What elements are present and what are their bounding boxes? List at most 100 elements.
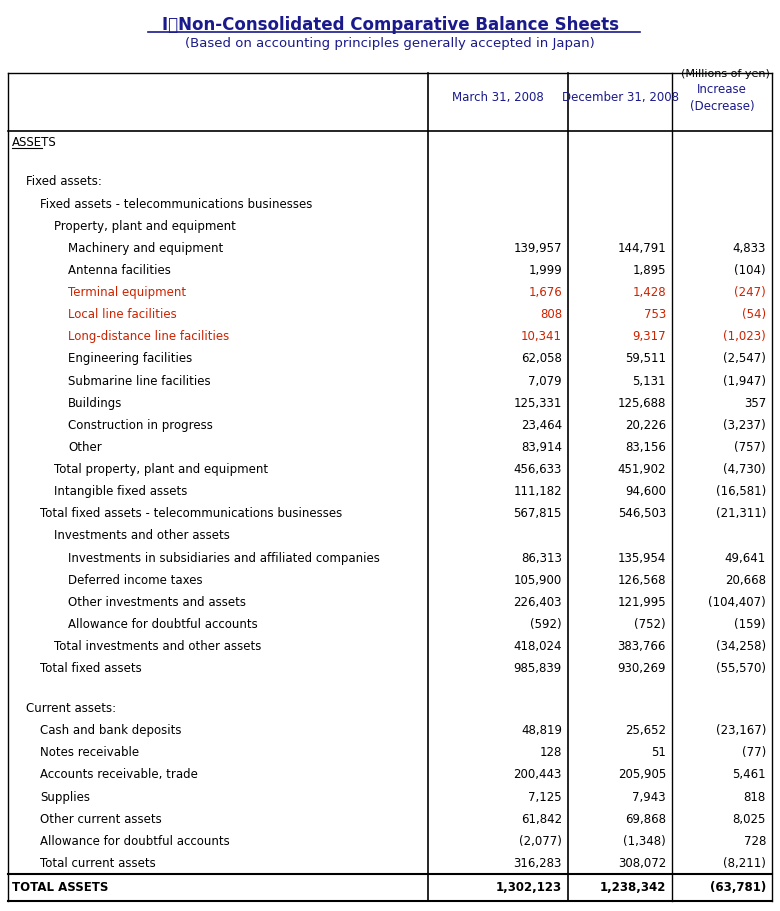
Text: (757): (757) — [735, 441, 766, 454]
Text: 49,641: 49,641 — [725, 551, 766, 565]
Text: Accounts receivable, trade: Accounts receivable, trade — [40, 768, 198, 782]
Text: 308,072: 308,072 — [618, 857, 666, 870]
Text: March 31, 2008: March 31, 2008 — [452, 91, 544, 105]
Text: Intangible fixed assets: Intangible fixed assets — [54, 486, 187, 498]
Text: (77): (77) — [742, 746, 766, 759]
Text: 316,283: 316,283 — [513, 857, 562, 870]
Text: Antenna facilities: Antenna facilities — [68, 264, 171, 277]
Text: Investments in subsidiaries and affiliated companies: Investments in subsidiaries and affiliat… — [68, 551, 380, 565]
Text: Allowance for doubtful accounts: Allowance for doubtful accounts — [68, 618, 257, 631]
Text: 48,819: 48,819 — [521, 724, 562, 737]
Text: Terminal equipment: Terminal equipment — [68, 286, 186, 299]
Text: (16,581): (16,581) — [716, 486, 766, 498]
Text: 61,842: 61,842 — [521, 813, 562, 825]
Text: (104,407): (104,407) — [708, 596, 766, 609]
Text: Submarine line facilities: Submarine line facilities — [68, 374, 211, 387]
Text: Other investments and assets: Other investments and assets — [68, 596, 246, 609]
Text: 94,600: 94,600 — [625, 486, 666, 498]
Text: Total investments and other assets: Total investments and other assets — [54, 640, 261, 653]
Text: 69,868: 69,868 — [625, 813, 666, 825]
Text: 1,428: 1,428 — [633, 286, 666, 299]
Text: 126,568: 126,568 — [618, 574, 666, 587]
Text: (1,348): (1,348) — [623, 834, 666, 848]
Text: (21,311): (21,311) — [715, 507, 766, 520]
Text: 226,403: 226,403 — [513, 596, 562, 609]
Text: 62,058: 62,058 — [521, 353, 562, 365]
Text: Fixed assets:: Fixed assets: — [26, 176, 102, 189]
Text: (Millions of yen): (Millions of yen) — [681, 69, 770, 79]
Text: (63,781): (63,781) — [710, 881, 766, 895]
Text: 135,954: 135,954 — [618, 551, 666, 565]
Text: 125,331: 125,331 — [513, 396, 562, 410]
Text: Current assets:: Current assets: — [26, 702, 116, 715]
Text: Machinery and equipment: Machinery and equipment — [68, 241, 223, 255]
Text: 9,317: 9,317 — [633, 331, 666, 343]
Text: (8,211): (8,211) — [723, 857, 766, 870]
Text: Fixed assets - telecommunications businesses: Fixed assets - telecommunications busine… — [40, 198, 312, 210]
Text: 753: 753 — [644, 308, 666, 322]
Text: (1,023): (1,023) — [723, 331, 766, 343]
Text: Total fixed assets - telecommunications businesses: Total fixed assets - telecommunications … — [40, 507, 342, 520]
Text: 111,182: 111,182 — [513, 486, 562, 498]
Text: (1,947): (1,947) — [723, 374, 766, 387]
Text: 418,024: 418,024 — [513, 640, 562, 653]
Text: 25,652: 25,652 — [625, 724, 666, 737]
Text: TOTAL ASSETS: TOTAL ASSETS — [12, 881, 108, 895]
Text: 1,676: 1,676 — [528, 286, 562, 299]
Text: Total property, plant and equipment: Total property, plant and equipment — [54, 463, 268, 476]
Text: 121,995: 121,995 — [618, 596, 666, 609]
Text: Deferred income taxes: Deferred income taxes — [68, 574, 203, 587]
Text: 4,833: 4,833 — [732, 241, 766, 255]
Text: Supplies: Supplies — [40, 791, 90, 804]
Text: Cash and bank deposits: Cash and bank deposits — [40, 724, 182, 737]
Text: Allowance for doubtful accounts: Allowance for doubtful accounts — [40, 834, 230, 848]
Text: 7,125: 7,125 — [528, 791, 562, 804]
Text: Engineering facilities: Engineering facilities — [68, 353, 192, 365]
Text: 728: 728 — [743, 834, 766, 848]
Text: Other: Other — [68, 441, 101, 454]
Text: (54): (54) — [742, 308, 766, 322]
Text: (3,237): (3,237) — [723, 419, 766, 432]
Text: 7,079: 7,079 — [528, 374, 562, 387]
Text: Total fixed assets: Total fixed assets — [40, 662, 142, 675]
Text: (2,077): (2,077) — [519, 834, 562, 848]
Text: (55,570): (55,570) — [716, 662, 766, 675]
Text: (752): (752) — [634, 618, 666, 631]
Text: 59,511: 59,511 — [625, 353, 666, 365]
Text: (23,167): (23,167) — [715, 724, 766, 737]
Text: (592): (592) — [530, 618, 562, 631]
Text: 128: 128 — [540, 746, 562, 759]
Text: 1,238,342: 1,238,342 — [600, 881, 666, 895]
Text: 7,943: 7,943 — [633, 791, 666, 804]
Text: 125,688: 125,688 — [618, 396, 666, 410]
Text: 8,025: 8,025 — [732, 813, 766, 825]
Text: (104): (104) — [735, 264, 766, 277]
Text: December 31, 2008: December 31, 2008 — [562, 91, 679, 105]
Text: 200,443: 200,443 — [513, 768, 562, 782]
Text: I．Non-Consolidated Comparative Balance Sheets: I．Non-Consolidated Comparative Balance S… — [161, 16, 619, 34]
Text: 1,302,123: 1,302,123 — [496, 881, 562, 895]
Text: 20,668: 20,668 — [725, 574, 766, 587]
Text: 83,914: 83,914 — [521, 441, 562, 454]
Text: Increase
(Decrease): Increase (Decrease) — [690, 83, 754, 113]
Text: 383,766: 383,766 — [618, 640, 666, 653]
Text: 83,156: 83,156 — [625, 441, 666, 454]
Text: 205,905: 205,905 — [618, 768, 666, 782]
Text: 1,895: 1,895 — [633, 264, 666, 277]
Text: 456,633: 456,633 — [513, 463, 562, 476]
Text: 451,902: 451,902 — [618, 463, 666, 476]
Text: 10,341: 10,341 — [521, 331, 562, 343]
Text: 357: 357 — [744, 396, 766, 410]
Text: Total current assets: Total current assets — [40, 857, 156, 870]
Text: 139,957: 139,957 — [513, 241, 562, 255]
Text: Local line facilities: Local line facilities — [68, 308, 177, 322]
Text: Investments and other assets: Investments and other assets — [54, 529, 230, 542]
Text: (34,258): (34,258) — [716, 640, 766, 653]
Text: Construction in progress: Construction in progress — [68, 419, 213, 432]
Text: (247): (247) — [734, 286, 766, 299]
Text: Notes receivable: Notes receivable — [40, 746, 139, 759]
Text: 808: 808 — [540, 308, 562, 322]
Text: (4,730): (4,730) — [723, 463, 766, 476]
Text: Buildings: Buildings — [68, 396, 122, 410]
Text: 930,269: 930,269 — [618, 662, 666, 675]
